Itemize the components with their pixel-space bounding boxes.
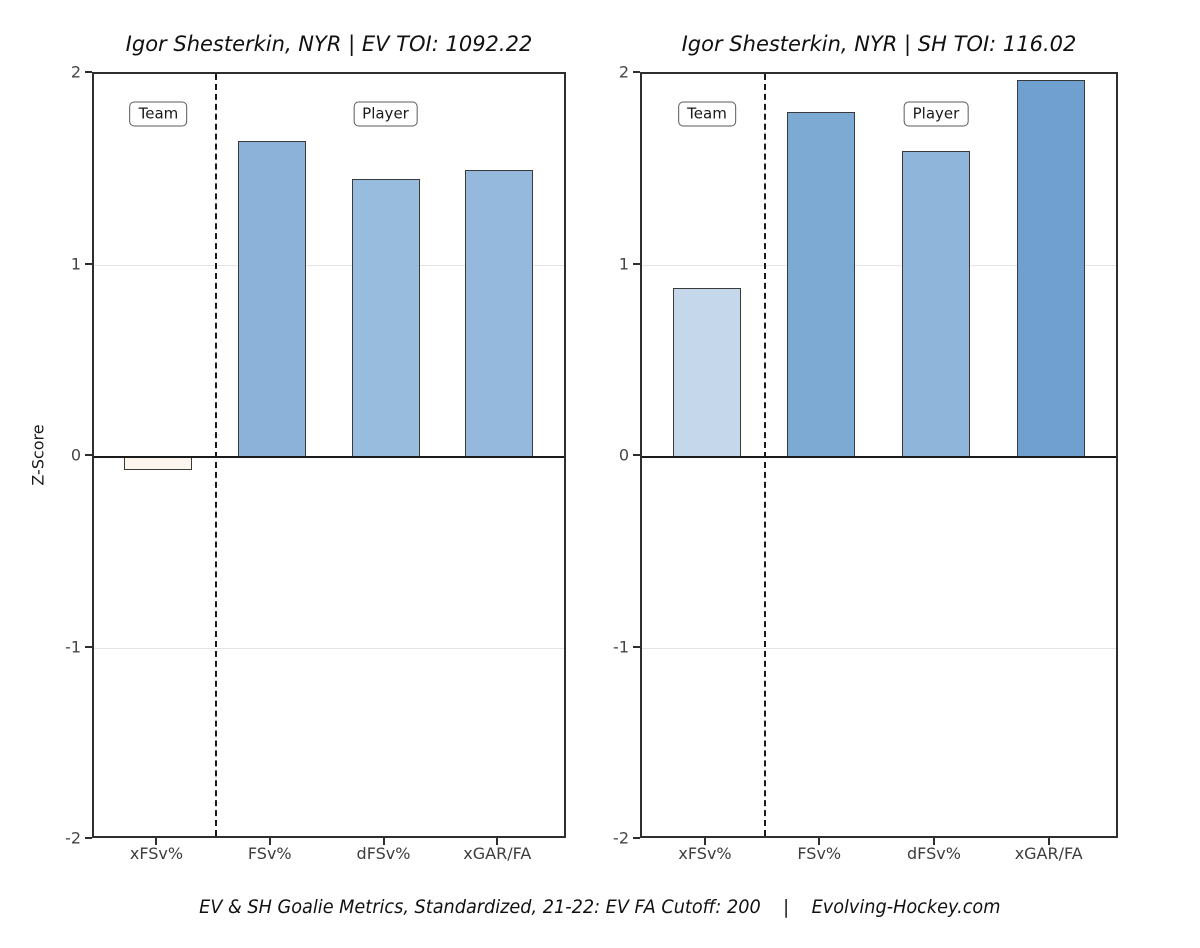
y-tick-mark	[633, 71, 640, 73]
x-tick-mark	[155, 838, 158, 845]
y-tick-label: 0	[70, 445, 81, 465]
x-tick-label-xfsv: xFSv%	[129, 844, 184, 863]
y-tick-label: -1	[65, 637, 81, 656]
x-tick-label-fsv: FSv%	[247, 844, 292, 863]
y-tick-mark	[85, 454, 92, 456]
y-tick-label: 1	[70, 254, 81, 273]
team-label-box: Team	[678, 101, 736, 127]
separator-dashed-line	[764, 74, 767, 836]
plot-area: Team Player	[640, 72, 1118, 838]
x-tick-label-xgar-fa: xGAR/FA	[463, 844, 532, 863]
player-label-box: Player	[903, 101, 969, 127]
bar-fsv	[237, 141, 306, 457]
y-tick-mark	[85, 837, 92, 839]
x-tick-label-dfsv: dFSv%	[907, 844, 961, 863]
y-tick-label: -2	[65, 828, 81, 848]
x-tick-label-xfsv: xFSv%	[678, 844, 732, 863]
y-tick-label: 2	[70, 62, 81, 82]
grid-line-z-1	[94, 648, 564, 649]
y-tick-mark	[633, 262, 640, 265]
x-tick-mark	[932, 838, 935, 845]
team-label-box: Team	[129, 101, 188, 127]
chart-title: Igor Shesterkin, NYR | SH TOI: 116.02	[681, 32, 1077, 56]
grid-line-z1	[94, 265, 564, 266]
bar-dfsv	[901, 150, 970, 457]
chart-title: Igor Shesterkin, NYR | EV TOI: 1092.22	[125, 32, 533, 56]
x-tick-mark	[1047, 838, 1050, 845]
x-tick-label-fsv: FSv%	[797, 844, 842, 863]
y-tick-mark	[633, 454, 640, 456]
y-tick-label: 0	[618, 445, 629, 465]
x-tick-mark	[704, 838, 706, 845]
x-tick-label-dfsv: dFSv%	[356, 844, 411, 863]
y-tick-label: 1	[618, 254, 629, 273]
bar-xgar-fa	[465, 169, 534, 457]
grid-line-z1	[642, 265, 1116, 266]
bar-xfsv	[124, 457, 193, 471]
bar-fsv	[787, 112, 856, 457]
player-label-box: Player	[353, 101, 418, 127]
figure-caption-text: EV & SH Goalie Metrics, Standardized, 21…	[199, 896, 1001, 918]
bar-dfsv	[351, 179, 420, 457]
zero-reference-line	[642, 456, 1116, 458]
grid-line-z-1	[642, 648, 1116, 649]
plot-area: Team Player	[92, 72, 566, 838]
bar-xgar-fa	[1016, 79, 1085, 457]
x-tick-label-xgar-fa: xGAR/FA	[1014, 844, 1083, 863]
y-tick-mark	[633, 837, 640, 839]
x-tick-mark	[496, 838, 499, 845]
y-tick-mark	[85, 645, 92, 648]
y-tick-mark	[85, 71, 92, 73]
x-tick-mark	[268, 838, 271, 845]
x-tick-mark	[818, 838, 821, 845]
y-tick-label: -1	[613, 637, 629, 656]
x-tick-mark	[382, 838, 385, 845]
y-tick-label: -2	[613, 828, 629, 848]
separator-dashed-line	[215, 74, 218, 836]
y-tick-mark	[633, 645, 640, 648]
y-tick-label: 2	[618, 62, 629, 82]
figure-caption: EV & SH Goalie Metrics, Standardized, 21…	[0, 896, 1200, 918]
bar-xfsv	[673, 288, 741, 457]
zero-reference-line	[94, 456, 564, 458]
y-tick-mark	[85, 262, 92, 265]
